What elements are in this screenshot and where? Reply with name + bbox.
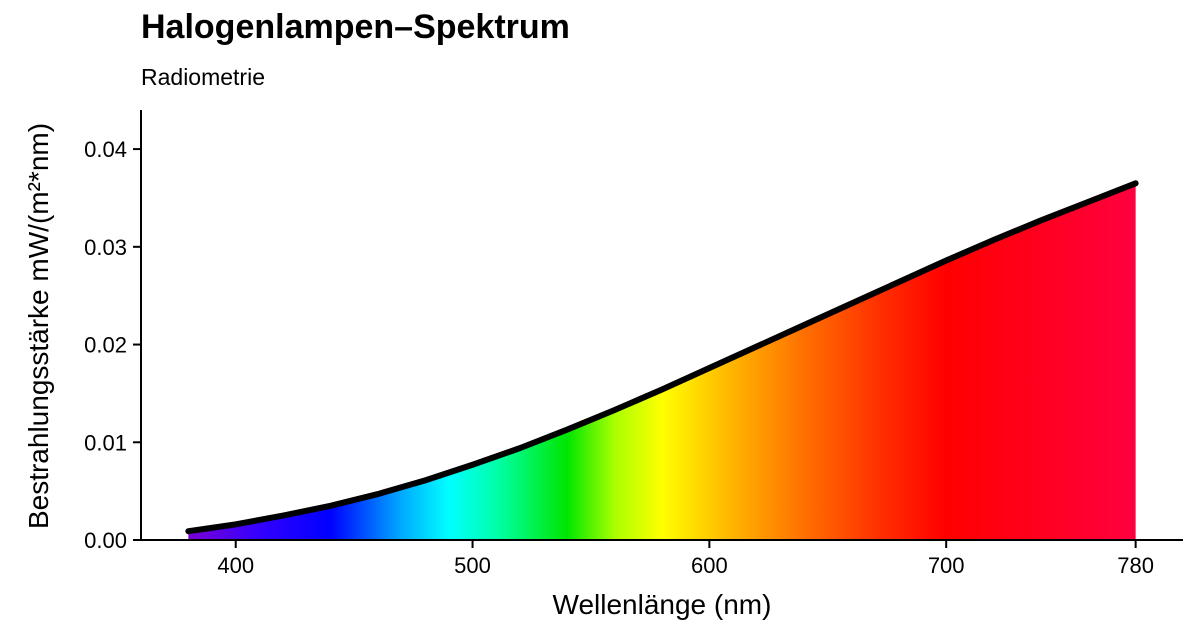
axes: 400 500 600 700 780 0.00 0.01 0.02 0.03 0.04	[84, 110, 1183, 578]
y-tick-label: 0.00	[84, 528, 127, 553]
y-tick-label: 0.02	[84, 333, 127, 358]
chart-subtitle: Radiometrie	[141, 64, 265, 90]
y-tick-label: 0.04	[84, 137, 127, 162]
x-tick-label: 600	[691, 553, 728, 578]
y-tick-label: 0.01	[84, 430, 127, 455]
x-tick-label: 500	[454, 553, 491, 578]
spectrum-area	[188, 183, 1136, 541]
irradiance-line	[185, 180, 1139, 535]
x-axis-title: Wellenlänge (nm)	[553, 589, 772, 620]
x-tick-label: 400	[217, 553, 254, 578]
plot-area	[185, 180, 1139, 541]
x-tick-label: 700	[928, 553, 965, 578]
y-axis-title: Bestrahlungsstärke mW/(m²*nm)	[23, 123, 54, 529]
y-tick-label: 0.03	[84, 235, 127, 260]
x-tick-label: 780	[1117, 553, 1154, 578]
chart-title: Halogenlampen–Spektrum	[141, 8, 570, 46]
